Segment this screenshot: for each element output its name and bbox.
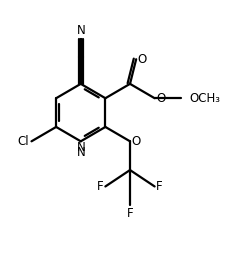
Text: O: O bbox=[131, 135, 140, 148]
Text: O: O bbox=[155, 92, 165, 105]
Text: N: N bbox=[76, 141, 85, 154]
Text: N: N bbox=[76, 24, 85, 37]
Text: F: F bbox=[97, 180, 103, 193]
Text: O: O bbox=[137, 53, 146, 66]
Text: F: F bbox=[126, 207, 133, 220]
Text: F: F bbox=[155, 180, 162, 193]
Text: OCH₃: OCH₃ bbox=[189, 92, 220, 105]
Text: Cl: Cl bbox=[18, 135, 29, 148]
Text: N: N bbox=[76, 147, 85, 159]
